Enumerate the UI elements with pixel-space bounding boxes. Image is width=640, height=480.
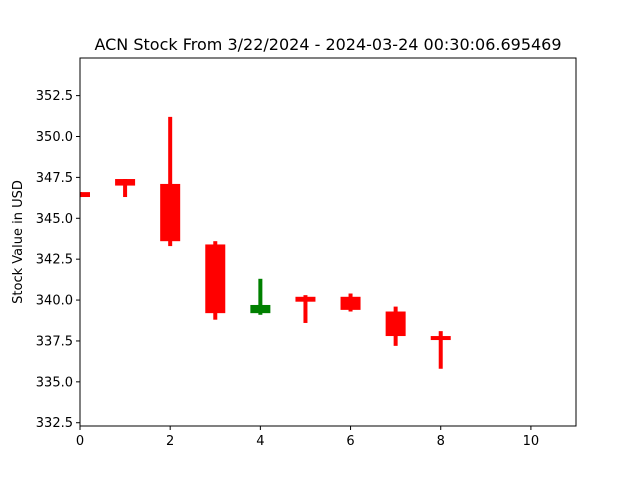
plot-frame xyxy=(79,57,577,427)
candle-wick-5 xyxy=(303,295,308,323)
y-tick-label: 347.5 xyxy=(36,171,73,186)
candle-body-6 xyxy=(340,296,361,310)
x-tick-label: 0 xyxy=(76,434,84,449)
y-tick-label: 337.5 xyxy=(36,334,73,349)
candle-wick-2 xyxy=(168,116,173,247)
candle-body-4 xyxy=(250,304,271,314)
y-tick-label: 352.5 xyxy=(36,89,73,104)
y-tick-label: 342.5 xyxy=(36,253,73,268)
x-tick-label: 6 xyxy=(346,434,354,449)
chart-title: ACN Stock From 3/22/2024 - 2024-03-24 00… xyxy=(94,35,561,54)
axes-group: 0 2 4 6 8 10 332.5 335.0 337.5 340.0 342.5 345.0 347… xyxy=(36,89,539,449)
x-tick-label: 8 xyxy=(437,434,445,449)
y-tick-label: 345.0 xyxy=(36,212,73,227)
x-tick-label: 10 xyxy=(523,434,540,449)
candle-body-2 xyxy=(160,183,181,242)
candle-body-8 xyxy=(430,336,451,341)
candles-group xyxy=(80,116,451,369)
y-tick-label: 335.0 xyxy=(36,375,73,390)
candle-body-3 xyxy=(205,244,226,314)
y-tick-label: 340.0 xyxy=(36,294,73,309)
candle-wick-8 xyxy=(438,331,443,369)
y-axis-label: Stock Value in USD xyxy=(11,180,26,304)
candle-body-7 xyxy=(385,311,406,337)
candle-body-0 xyxy=(80,192,90,198)
y-tick-label: 350.0 xyxy=(36,130,73,145)
candle-body-5 xyxy=(295,296,316,302)
candle-body-1 xyxy=(115,179,136,186)
x-tick-label: 2 xyxy=(166,434,174,449)
candle-wick-4 xyxy=(258,278,263,315)
y-tick-label: 332.5 xyxy=(36,416,73,431)
x-tick-label: 4 xyxy=(256,434,264,449)
candle-wick-1 xyxy=(123,179,128,198)
